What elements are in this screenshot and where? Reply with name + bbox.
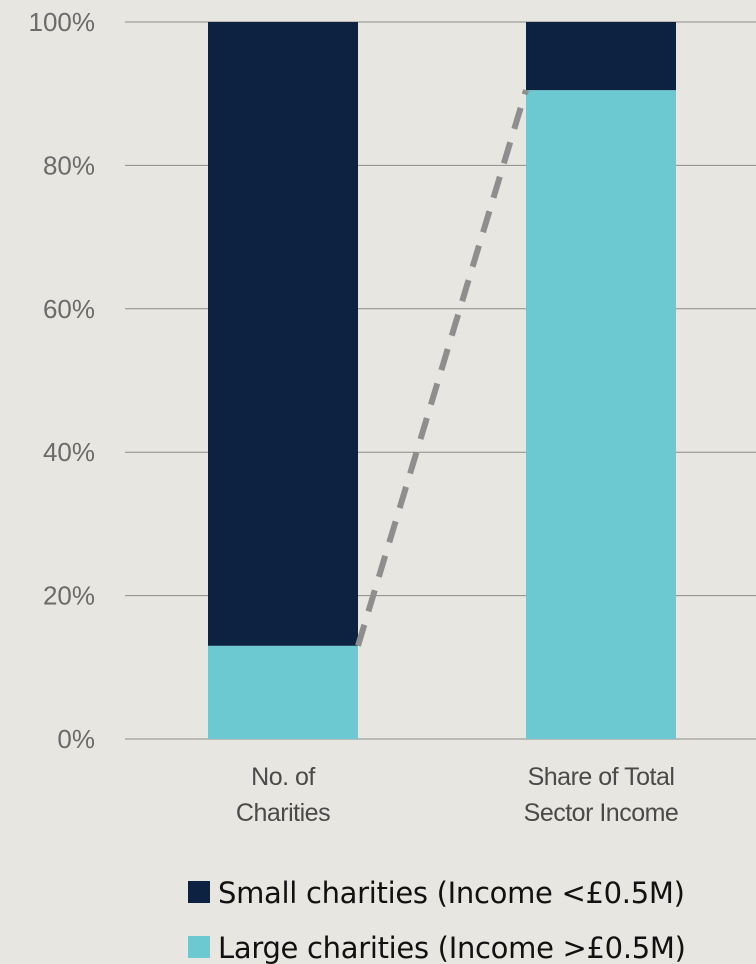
- bar-segment: [526, 90, 676, 740]
- bars: [208, 22, 676, 740]
- legend-swatch: [188, 881, 210, 903]
- legend: Small charities (Income <£0.5M) Large cha…: [188, 876, 686, 964]
- legend-swatch: [188, 936, 210, 958]
- y-tick-label: 0%: [57, 724, 95, 754]
- legend-label: Large charities (Income >£0.5M): [218, 931, 686, 964]
- x-axis-labels: No. of Charities Share of Total Sector Inco…: [236, 763, 679, 827]
- bar-segment: [526, 22, 676, 91]
- x-tick-label: No. of Charities: [236, 763, 330, 827]
- y-tick-label: 80%: [43, 150, 95, 180]
- bar-segment: [208, 22, 358, 646]
- y-tick-label: 40%: [43, 437, 95, 467]
- annotations: [355, 89, 529, 647]
- y-tick-label: 100%: [29, 7, 96, 37]
- x-tick-label: Share of Total Sector Income: [524, 763, 679, 827]
- dashed-connector-line: [355, 89, 529, 647]
- legend-label: Small charities (Income <£0.5M): [218, 876, 685, 910]
- y-axis-ticks: 0% 20% 40% 60% 80% 100%: [29, 7, 96, 754]
- y-tick-label: 60%: [43, 294, 95, 324]
- bar-segment: [208, 645, 358, 739]
- y-tick-label: 20%: [43, 581, 95, 611]
